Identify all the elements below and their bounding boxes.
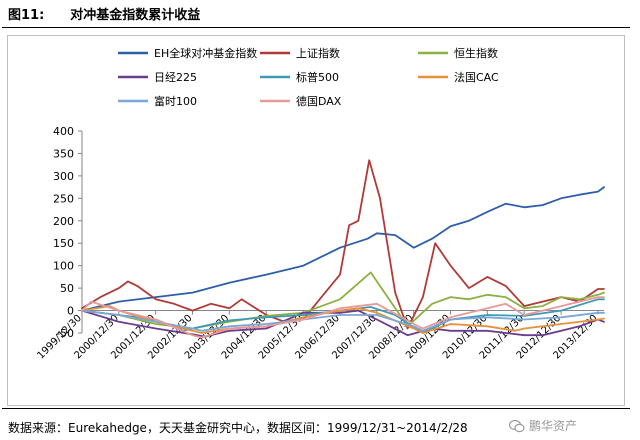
top-rule bbox=[2, 27, 630, 28]
y-tick-label: 400 bbox=[53, 125, 74, 138]
y-tick-label: 300 bbox=[53, 170, 74, 183]
chart-frame: -50 0 50 100 150 200 250 300 350 400 1999/12/30 200… bbox=[7, 35, 625, 406]
series-line-7 bbox=[81, 309, 605, 332]
legend-label: 法国CAC bbox=[454, 70, 499, 84]
y-tick-label: 250 bbox=[53, 192, 74, 205]
legend-label: 标普500 bbox=[296, 70, 339, 84]
y-tick-label: 150 bbox=[53, 237, 74, 250]
legend-label: 德国DAX bbox=[296, 94, 342, 108]
y-tick-label: 200 bbox=[53, 215, 74, 228]
series-line-2 bbox=[81, 159, 605, 330]
wechat-icon bbox=[509, 419, 525, 433]
series-line-8 bbox=[81, 296, 605, 339]
y-tick-label: 0 bbox=[67, 305, 74, 318]
y-tick-label: 100 bbox=[53, 260, 74, 273]
source-note: 数据来源：Eurekahedge，天天基金研究中心，数据区间：1999/12/3… bbox=[8, 419, 468, 436]
legend-label: 日经225 bbox=[154, 71, 197, 84]
y-tick-label: -50 bbox=[56, 327, 74, 340]
watermark: 鹏华资产 bbox=[509, 417, 577, 434]
legend-label: 上证指数 bbox=[296, 46, 340, 60]
watermark-text: 鹏华资产 bbox=[529, 419, 578, 433]
y-tick-label: 50 bbox=[60, 282, 74, 295]
series-line-4 bbox=[81, 309, 605, 338]
legend-label: 恒生指数 bbox=[454, 46, 498, 60]
line-chart: -500501001502002503003504001999/12/30200… bbox=[35, 46, 605, 361]
legend-label: 富时100 bbox=[154, 94, 197, 108]
bottom-rule bbox=[2, 408, 630, 409]
figure-title-text: 对冲基金指数累计收益 bbox=[70, 8, 201, 23]
figure-number: 图11: bbox=[8, 8, 45, 23]
figure-title: 图11: 对冲基金指数累计收益 bbox=[8, 4, 200, 23]
legend-label: EH全球对冲基金指数 bbox=[154, 46, 257, 60]
y-tick-label: 350 bbox=[53, 147, 74, 160]
source-text: 数据来源：Eurekahedge，天天基金研究中心，数据区间：1999/12/3… bbox=[8, 421, 468, 435]
series-line-1 bbox=[81, 186, 605, 312]
